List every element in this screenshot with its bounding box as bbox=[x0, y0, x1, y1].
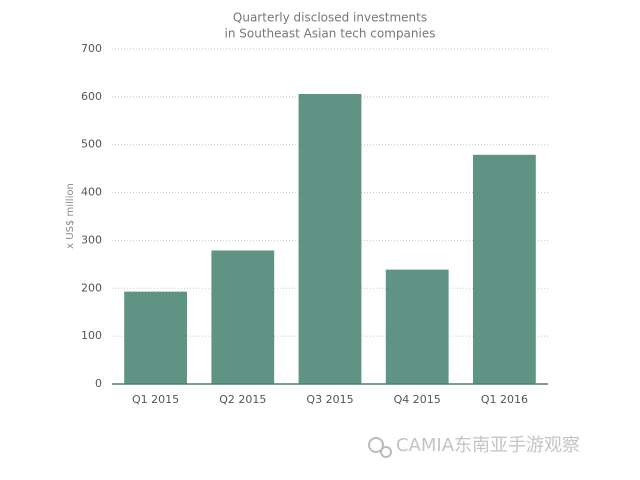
chart-title: Quarterly disclosed investments bbox=[233, 11, 427, 25]
bar bbox=[385, 269, 449, 384]
x-tick-label: Q3 2015 bbox=[306, 393, 353, 406]
y-tick-label: 700 bbox=[81, 42, 102, 55]
x-tick-label: Q4 2015 bbox=[394, 393, 441, 406]
y-tick-label: 100 bbox=[81, 329, 102, 342]
chart-title: in Southeast Asian tech companies bbox=[225, 27, 436, 41]
y-tick-label: 200 bbox=[81, 281, 102, 294]
bar bbox=[211, 250, 275, 384]
x-tick-label: Q1 2015 bbox=[132, 393, 179, 406]
x-tick-label: Q2 2015 bbox=[219, 393, 266, 406]
y-tick-label: 300 bbox=[81, 233, 102, 246]
watermark-icon bbox=[368, 437, 392, 458]
bar bbox=[124, 291, 187, 384]
y-tick-label: 400 bbox=[81, 186, 102, 199]
y-tick-label: 600 bbox=[81, 90, 102, 103]
bar bbox=[298, 93, 362, 384]
y-tick-label: 500 bbox=[81, 138, 102, 151]
y-tick-label: 0 bbox=[95, 377, 102, 390]
watermark: CAMIA东南亚手游观察 bbox=[396, 435, 580, 456]
x-tick-label: Q1 2016 bbox=[481, 393, 528, 406]
y-axis-label: x US$ million bbox=[65, 183, 76, 249]
bar bbox=[473, 154, 536, 384]
